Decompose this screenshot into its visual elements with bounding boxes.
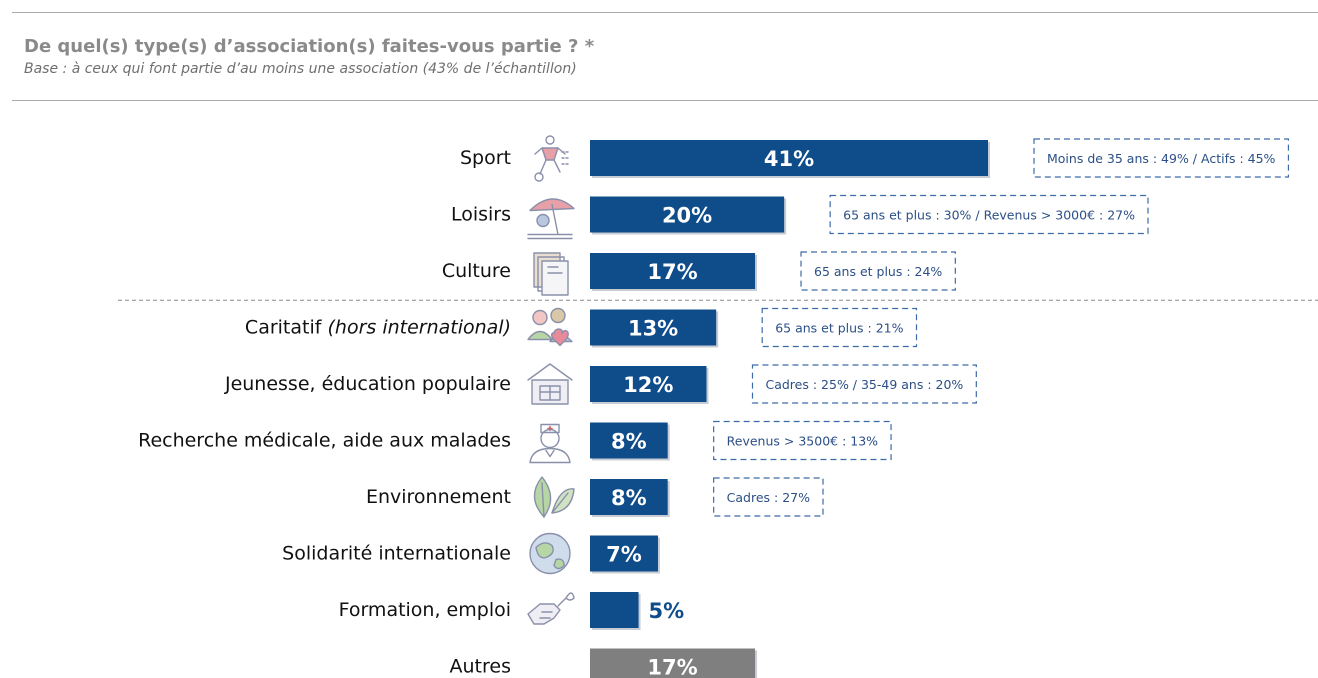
bar bbox=[590, 592, 639, 628]
annotation-box bbox=[1033, 138, 1290, 178]
annotation-box bbox=[761, 307, 918, 348]
globe-icon bbox=[529, 532, 571, 575]
value-label: 13% bbox=[628, 317, 678, 341]
bar bbox=[590, 479, 668, 515]
bar bbox=[590, 535, 658, 572]
annotation-box bbox=[751, 364, 977, 404]
value-label: 7% bbox=[606, 543, 642, 567]
annotation-text: Cadres : 25% / 35-49 ans : 20% bbox=[765, 377, 963, 392]
category-label: Environnement bbox=[366, 486, 511, 508]
bar bbox=[590, 366, 707, 402]
chart-title: De quel(s) type(s) d’association(s) fait… bbox=[24, 36, 595, 57]
annotation-text: Moins de 35 ans : 49% / Actifs : 45% bbox=[1047, 151, 1276, 166]
bar bbox=[590, 648, 756, 678]
category-label: Loisirs bbox=[451, 204, 511, 226]
value-label: 5% bbox=[649, 599, 685, 623]
chart-subtitle: Base : à ceux qui font partie d’au moins… bbox=[24, 61, 577, 77]
category-label: Culture bbox=[442, 260, 511, 282]
category-label: Jeunesse, éducation populaire bbox=[224, 373, 511, 395]
doctor-icon bbox=[529, 423, 571, 464]
category-label: Sport bbox=[460, 147, 511, 169]
category-label: Formation, emploi bbox=[339, 599, 511, 621]
books-icon bbox=[533, 252, 569, 296]
annotation-text: Revenus > 3500€ : 13% bbox=[727, 434, 879, 449]
bar bbox=[590, 140, 988, 176]
header-bottom-rule bbox=[12, 100, 1318, 101]
category-label: Solidarité internationale bbox=[282, 543, 511, 565]
value-label: 20% bbox=[662, 204, 712, 228]
value-label: 17% bbox=[647, 656, 697, 678]
bar bbox=[590, 253, 756, 289]
annotation-text: 65 ans et plus : 24% bbox=[814, 264, 942, 279]
annotation-box bbox=[713, 420, 892, 461]
annotation-box bbox=[829, 194, 1149, 235]
top-rule bbox=[12, 12, 1318, 13]
leaf-icon bbox=[533, 476, 575, 518]
value-label: 17% bbox=[647, 260, 697, 284]
annotation-text: 65 ans et plus : 21% bbox=[775, 321, 903, 336]
bar bbox=[590, 309, 717, 346]
value-label: 8% bbox=[611, 430, 647, 454]
school-building-icon bbox=[527, 363, 573, 405]
handshake-wrench-icon bbox=[527, 592, 575, 625]
beach-umbrella-icon bbox=[527, 198, 575, 240]
annotation-text: Cadres : 27% bbox=[727, 490, 810, 505]
value-label: 12% bbox=[623, 373, 673, 397]
annotation-box bbox=[800, 251, 956, 291]
value-label: 41% bbox=[764, 147, 814, 171]
category-label: Autres bbox=[450, 656, 511, 678]
category-label: Caritatif (hors international) bbox=[245, 317, 511, 339]
people-heart-icon bbox=[527, 307, 573, 347]
annotation-box bbox=[713, 477, 824, 517]
bar bbox=[590, 422, 668, 459]
soccer-player-icon bbox=[534, 135, 571, 182]
annotation-text: 65 ans et plus : 30% / Revenus > 3000€ :… bbox=[843, 208, 1135, 223]
bar bbox=[590, 196, 785, 233]
category-label: Recherche médicale, aide aux malades bbox=[138, 430, 511, 452]
value-label: 8% bbox=[611, 486, 647, 510]
